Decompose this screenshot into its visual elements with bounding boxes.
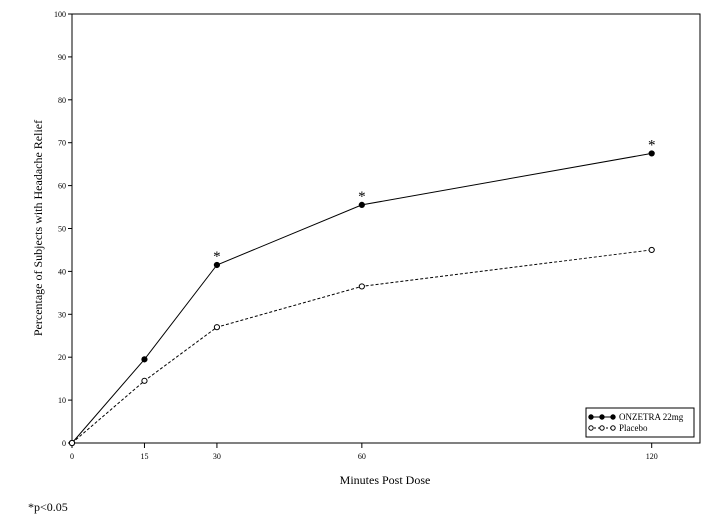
data-point-onzetra xyxy=(358,201,365,209)
data-point-onzetra xyxy=(648,150,655,157)
legend-label: ONZETRA 22mg xyxy=(619,412,684,422)
legend-marker xyxy=(610,425,616,431)
y-tick-label: 20 xyxy=(58,353,66,362)
data-point-onzetra xyxy=(213,261,221,269)
y-tick-label: 90 xyxy=(58,53,66,62)
legend-box xyxy=(585,407,695,438)
y-tick-label: 50 xyxy=(58,225,66,234)
data-point-placebo xyxy=(68,439,76,447)
y-tick-label: 10 xyxy=(58,396,66,405)
y-tick-label: 0 xyxy=(62,439,66,448)
legend-label: Placebo xyxy=(619,423,648,433)
x-tick-label: 30 xyxy=(213,452,221,461)
y-tick-label: 70 xyxy=(58,139,66,148)
series-layer xyxy=(68,150,655,447)
y-tick-label: 40 xyxy=(58,267,66,276)
significance-asterisk: * xyxy=(213,249,221,265)
legend-marker xyxy=(610,414,616,420)
y-tick-label: 30 xyxy=(58,310,66,319)
legend-marker xyxy=(588,414,594,420)
data-point-placebo xyxy=(358,283,365,290)
x-tick-label: 60 xyxy=(358,452,366,461)
legend-marker xyxy=(588,425,594,431)
series-line-placebo xyxy=(71,249,652,444)
y-axis-title: Percentage of Subjects with Headache Rel… xyxy=(31,120,45,336)
annotations: * * * xyxy=(213,137,655,265)
data-point-onzetra xyxy=(141,356,148,363)
legend-marker xyxy=(599,414,605,420)
y-tick-label: 100 xyxy=(54,10,66,19)
line-chart: 0 10 20 30 40 50 60 70 80 90 100 0 15 30 60 120 * * * ONZ… xyxy=(31,10,701,487)
axes: 0 10 20 30 40 50 60 70 80 90 100 0 15 30 60 120 xyxy=(54,10,701,461)
y-tick-label: 80 xyxy=(58,96,66,105)
y-tick-label: 60 xyxy=(58,182,66,191)
x-tick-label: 15 xyxy=(140,452,148,461)
significance-asterisk: * xyxy=(648,137,656,153)
data-point-placebo xyxy=(141,377,148,384)
x-axis-title: Minutes Post Dose xyxy=(340,473,431,487)
legend-marker xyxy=(599,425,605,431)
plot-frame xyxy=(71,13,701,444)
x-tick-label: 0 xyxy=(70,452,74,461)
x-tick-label: 120 xyxy=(646,452,658,461)
data-point-placebo xyxy=(213,324,221,331)
data-point-placebo xyxy=(648,246,655,254)
significance-footnote: *p<0.05 xyxy=(28,500,68,514)
significance-asterisk: * xyxy=(358,189,366,205)
